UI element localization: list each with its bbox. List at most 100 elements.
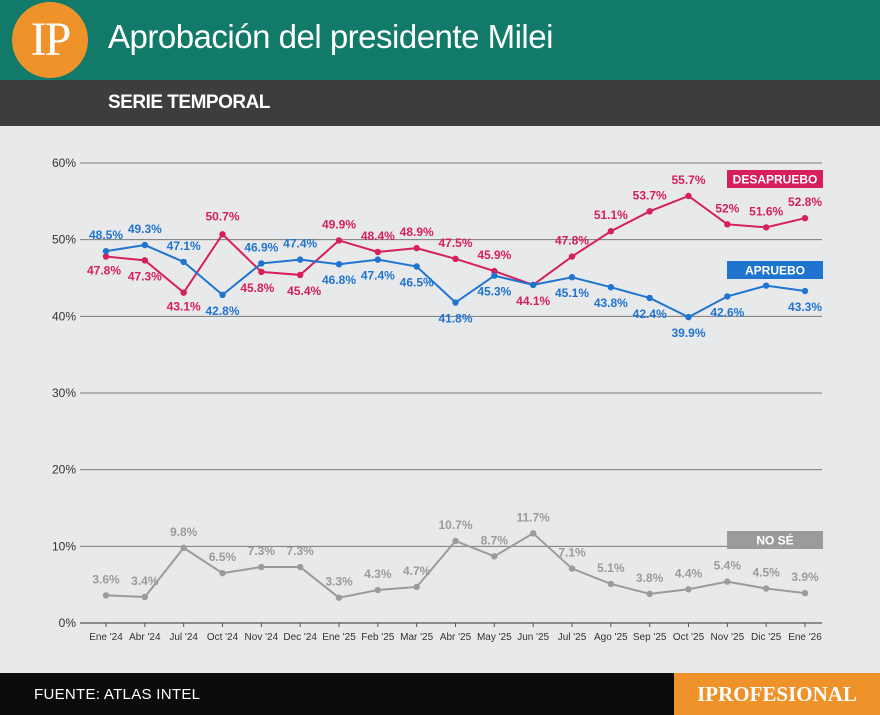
data-point bbox=[102, 253, 110, 260]
x-tick-label: Abr '24 bbox=[129, 632, 161, 643]
plot-background bbox=[0, 126, 880, 673]
x-tick-label: Abr '25 bbox=[440, 632, 472, 643]
data-point bbox=[452, 299, 459, 306]
data-point bbox=[335, 237, 343, 244]
y-tick-label: 10% bbox=[52, 539, 76, 553]
data-point bbox=[724, 221, 731, 228]
data-label: 4.5% bbox=[752, 566, 780, 580]
data-point bbox=[762, 585, 770, 592]
data-point bbox=[141, 241, 149, 249]
data-point bbox=[374, 586, 382, 594]
data-label: 48.4% bbox=[361, 229, 395, 243]
data-point bbox=[801, 215, 809, 222]
x-tick-label: Oct '24 bbox=[207, 632, 239, 643]
data-point bbox=[141, 257, 149, 264]
data-point bbox=[296, 563, 304, 571]
x-tick-label: Mar '25 bbox=[400, 632, 433, 643]
data-label: 45.9% bbox=[477, 248, 511, 262]
legend-badge bbox=[727, 170, 823, 188]
data-label: 48.9% bbox=[400, 225, 434, 239]
data-point bbox=[491, 267, 498, 275]
data-label: 47.5% bbox=[438, 236, 472, 250]
data-label: 46.9% bbox=[244, 240, 278, 254]
data-label: 41.8% bbox=[438, 312, 472, 326]
data-point bbox=[801, 287, 809, 295]
data-label: 6.5% bbox=[209, 550, 237, 564]
x-tick-label: Dic '25 bbox=[751, 632, 782, 643]
y-tick-label: 50% bbox=[52, 233, 76, 247]
data-label: 52% bbox=[715, 201, 739, 215]
data-point bbox=[491, 553, 498, 560]
data-point bbox=[724, 578, 731, 585]
data-point bbox=[685, 192, 692, 200]
data-label: 45.1% bbox=[555, 286, 589, 300]
data-point bbox=[529, 281, 537, 289]
data-point bbox=[801, 589, 809, 597]
data-point bbox=[180, 258, 187, 266]
data-point bbox=[141, 593, 149, 601]
y-tick-label: 0% bbox=[59, 616, 77, 630]
y-tick-label: 20% bbox=[52, 463, 76, 477]
data-label: 45.4% bbox=[287, 284, 321, 298]
data-point bbox=[646, 208, 653, 215]
data-label: 39.9% bbox=[671, 326, 705, 340]
data-point bbox=[529, 530, 537, 537]
x-tick-label: Dec '24 bbox=[283, 632, 317, 643]
footer-bar: FUENTE: ATLAS INTEL IPROFESIONAL bbox=[0, 673, 880, 715]
x-tick-label: Ene '25 bbox=[322, 632, 356, 643]
data-label: 9.8% bbox=[170, 525, 198, 539]
x-tick-label: Sep '25 bbox=[633, 632, 667, 643]
data-label: 47.4% bbox=[283, 237, 317, 251]
page-title: Aprobación del presidente Milei bbox=[108, 18, 553, 55]
x-tick-label: May '25 bbox=[477, 632, 512, 643]
data-label: 42.4% bbox=[633, 307, 667, 321]
data-label: 45.3% bbox=[477, 285, 511, 299]
x-tick-label: Jun '25 bbox=[517, 632, 549, 643]
y-tick-label: 60% bbox=[52, 156, 76, 170]
data-label: 3.8% bbox=[636, 571, 664, 585]
x-tick-label: Ene '24 bbox=[89, 632, 123, 643]
data-label: 43.8% bbox=[594, 296, 628, 310]
data-label: 49.3% bbox=[128, 222, 162, 236]
data-point bbox=[180, 544, 187, 552]
data-label: 47.8% bbox=[87, 264, 121, 278]
data-point bbox=[762, 224, 770, 231]
x-tick-label: Jul '24 bbox=[169, 632, 198, 643]
data-point bbox=[452, 255, 459, 263]
y-tick-label: 30% bbox=[52, 386, 76, 400]
data-label: 55.7% bbox=[671, 173, 705, 187]
data-label: 46.5% bbox=[400, 276, 434, 290]
data-point bbox=[607, 580, 615, 588]
legend-label: NO SÉ bbox=[756, 533, 793, 548]
data-label: 42.8% bbox=[205, 304, 239, 318]
data-label: 53.7% bbox=[633, 188, 667, 202]
data-label: 48.5% bbox=[89, 228, 123, 242]
data-point bbox=[219, 231, 226, 238]
data-point bbox=[102, 247, 110, 255]
data-label: 5.4% bbox=[714, 559, 742, 573]
data-point bbox=[258, 260, 265, 267]
data-label: 47.3% bbox=[128, 269, 162, 283]
iprofesional-logo: IP bbox=[12, 2, 88, 78]
data-label: 43.1% bbox=[167, 300, 201, 314]
data-label: 7.1% bbox=[558, 546, 586, 560]
data-point bbox=[374, 256, 382, 263]
data-label: 47.4% bbox=[361, 269, 395, 283]
data-point bbox=[335, 261, 343, 268]
subtitle-bar: SERIE TEMPORAL bbox=[0, 80, 880, 126]
data-label: 51.1% bbox=[594, 208, 628, 222]
header-bar: IP Aprobación del presidente Milei bbox=[0, 0, 880, 80]
x-tick-label: Feb '25 bbox=[361, 632, 394, 643]
data-label: 7.3% bbox=[248, 544, 276, 558]
data-label: 3.4% bbox=[131, 574, 159, 588]
x-tick-label: Nov '25 bbox=[711, 632, 745, 643]
data-point bbox=[762, 282, 770, 289]
data-point bbox=[452, 537, 459, 545]
brand-logo: IPROFESIONAL bbox=[674, 673, 880, 715]
data-label: 4.3% bbox=[364, 567, 392, 581]
data-point bbox=[491, 272, 498, 279]
data-label: 50.7% bbox=[205, 209, 239, 223]
data-label: 51.6% bbox=[749, 204, 783, 218]
data-point bbox=[607, 284, 615, 291]
y-tick-label: 40% bbox=[52, 309, 76, 323]
